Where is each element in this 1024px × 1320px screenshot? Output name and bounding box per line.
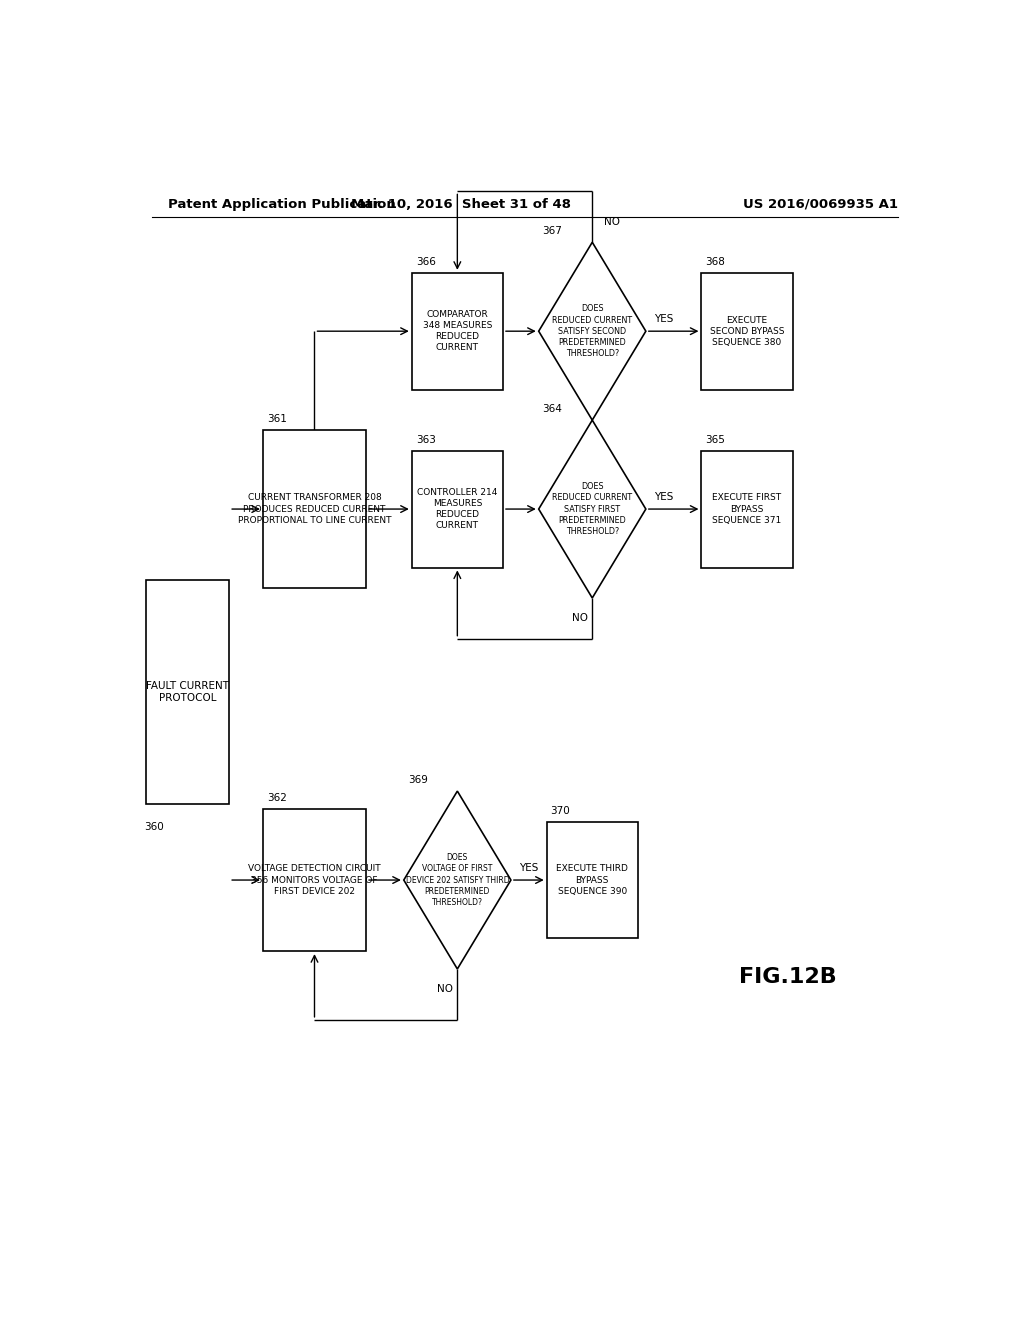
Text: DOES
REDUCED CURRENT
SATISFY FIRST
PREDETERMINED
THRESHOLD?: DOES REDUCED CURRENT SATISFY FIRST PREDE…	[552, 482, 632, 536]
Text: 363: 363	[416, 434, 435, 445]
Text: Mar. 10, 2016  Sheet 31 of 48: Mar. 10, 2016 Sheet 31 of 48	[351, 198, 571, 211]
Text: 366: 366	[416, 256, 435, 267]
Text: COMPARATOR
348 MEASURES
REDUCED
CURRENT: COMPARATOR 348 MEASURES REDUCED CURRENT	[423, 310, 492, 352]
Text: 364: 364	[543, 404, 562, 414]
Text: NO: NO	[604, 216, 621, 227]
Polygon shape	[403, 791, 511, 969]
Text: 367: 367	[543, 226, 562, 236]
Text: YES: YES	[519, 863, 539, 873]
Text: 360: 360	[144, 822, 164, 832]
Text: US 2016/0069935 A1: US 2016/0069935 A1	[742, 198, 898, 211]
Text: FAULT CURRENT
PROTOCOL: FAULT CURRENT PROTOCOL	[146, 681, 229, 704]
Text: 362: 362	[267, 793, 287, 803]
FancyBboxPatch shape	[701, 450, 793, 568]
Polygon shape	[539, 243, 646, 420]
FancyBboxPatch shape	[145, 581, 229, 804]
FancyBboxPatch shape	[547, 821, 638, 939]
Text: CURRENT TRANSFORMER 208
PRODUCES REDUCED CURRENT
PROPORTIONAL TO LINE CURRENT: CURRENT TRANSFORMER 208 PRODUCES REDUCED…	[238, 494, 391, 524]
Text: 365: 365	[706, 434, 725, 445]
Polygon shape	[539, 420, 646, 598]
Text: EXECUTE
SECOND BYPASS
SEQUENCE 380: EXECUTE SECOND BYPASS SEQUENCE 380	[710, 315, 784, 347]
Text: CONTROLLER 214
MEASURES
REDUCED
CURRENT: CONTROLLER 214 MEASURES REDUCED CURRENT	[417, 488, 498, 531]
Text: FIG.12B: FIG.12B	[739, 966, 837, 986]
Text: 368: 368	[706, 256, 725, 267]
FancyBboxPatch shape	[263, 430, 367, 587]
FancyBboxPatch shape	[412, 450, 503, 568]
FancyBboxPatch shape	[412, 273, 503, 389]
FancyBboxPatch shape	[263, 809, 367, 952]
Text: 361: 361	[267, 414, 287, 424]
Text: 370: 370	[551, 805, 570, 816]
Text: YES: YES	[653, 492, 673, 502]
FancyBboxPatch shape	[701, 273, 793, 389]
Text: YES: YES	[653, 314, 673, 323]
Text: 369: 369	[408, 775, 428, 785]
Text: DOES
VOLTAGE OF FIRST
DEVICE 202 SATISFY THIRD
PREDETERMINED
THRESHOLD?: DOES VOLTAGE OF FIRST DEVICE 202 SATISFY…	[406, 853, 509, 907]
Text: EXECUTE THIRD
BYPASS
SEQUENCE 390: EXECUTE THIRD BYPASS SEQUENCE 390	[556, 865, 628, 896]
Text: NO: NO	[572, 614, 588, 623]
Text: DOES
REDUCED CURRENT
SATISFY SECOND
PREDETERMINED
THRESHOLD?: DOES REDUCED CURRENT SATISFY SECOND PRED…	[552, 305, 632, 358]
Text: VOLTAGE DETECTION CIRCUIT
356 MONITORS VOLTAGE OF
FIRST DEVICE 202: VOLTAGE DETECTION CIRCUIT 356 MONITORS V…	[248, 865, 381, 896]
Text: EXECUTE FIRST
BYPASS
SEQUENCE 371: EXECUTE FIRST BYPASS SEQUENCE 371	[713, 494, 781, 524]
Text: NO: NO	[437, 985, 454, 994]
Text: Patent Application Publication: Patent Application Publication	[168, 198, 395, 211]
